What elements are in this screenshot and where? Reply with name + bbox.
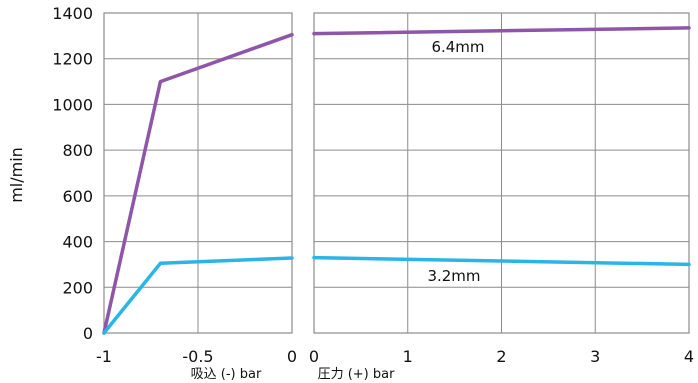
- x-tick-left--0.5: -0.5: [182, 347, 213, 366]
- y-tick-1000: 1000: [52, 95, 93, 114]
- x-tick-left--1: -1: [96, 347, 112, 366]
- grid-layer: [103, 12, 690, 334]
- x-tick-left-0: 0: [287, 347, 297, 366]
- x-tick-right-1: 1: [403, 347, 413, 366]
- series-line-6-4mm-left: [102, 32, 294, 335]
- x-tick-right-3: 3: [590, 347, 600, 366]
- y-tick-800: 800: [62, 141, 93, 160]
- right-x-axis-label: 圧力 (+) bar: [318, 367, 396, 382]
- x-tick-right-0: 0: [309, 347, 319, 366]
- y-tick-1200: 1200: [52, 50, 93, 69]
- x-tick-right-2: 2: [496, 347, 506, 366]
- y-tick-1400: 1400: [52, 4, 93, 23]
- y-tick-200: 200: [62, 278, 93, 297]
- x-tick-right-4: 4: [684, 347, 694, 366]
- y-tick-600: 600: [62, 187, 93, 206]
- y-tick-400: 400: [62, 233, 93, 252]
- series-line-3-2mm-right: [312, 255, 691, 267]
- series-label-6-4mm: 6.4mm: [431, 38, 484, 56]
- y-axis-label: ml/min: [7, 147, 26, 203]
- series-layer: [102, 26, 691, 335]
- y-tick-0: 0: [83, 324, 93, 343]
- series-line-3-2mm-left: [102, 256, 294, 335]
- series-line-6-4mm-right: [312, 26, 691, 36]
- series-label-3-2mm: 3.2mm: [427, 267, 480, 285]
- left-x-axis-label: 吸込 (-) bar: [191, 367, 262, 382]
